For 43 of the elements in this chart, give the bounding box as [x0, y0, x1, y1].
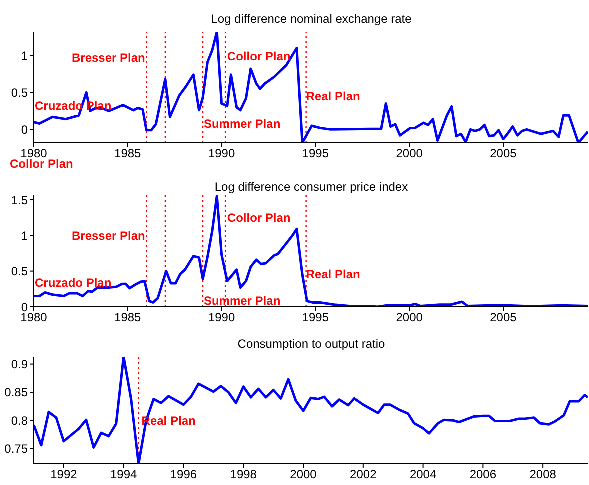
chart-title: Consumption to output ratio: [236, 336, 386, 351]
x-tick-label: 1990: [208, 146, 236, 161]
annotation: Real Plan: [306, 267, 360, 282]
annotation: Real Plan: [306, 90, 360, 104]
x-tick-label: 1990: [208, 310, 236, 325]
chart-title: Log difference consumer price index: [214, 180, 410, 194]
annotation: Collor Plan: [227, 50, 291, 64]
annotation: Bresser Plan: [72, 229, 146, 243]
y-tick-label: 0.5: [11, 86, 28, 100]
y-tick-label: 0.9: [11, 358, 28, 372]
y-tick-label: 1: [21, 228, 28, 243]
y-tick-label: 0: [21, 122, 28, 137]
x-tick-label: 1998: [230, 468, 258, 482]
y-tick-label: 0.5: [11, 264, 28, 279]
x-tick-label: 1985: [114, 146, 142, 161]
annotation: Summer Plan: [204, 294, 281, 308]
y-tick-label: 1: [21, 48, 28, 63]
x-tick-label: 2005: [490, 146, 518, 161]
x-tick-label: 2000: [290, 468, 318, 482]
line-series: [34, 357, 588, 464]
x-tick-label: 2006: [470, 468, 497, 482]
x-tick-label: 2002: [350, 468, 378, 482]
x-tick-label: 2004: [410, 468, 437, 482]
x-tick-label: 2000: [396, 146, 424, 161]
annotation: Cruzado Plan: [35, 276, 112, 290]
x-tick-label: 1994: [110, 468, 138, 482]
x-tick-label: 1996: [170, 468, 198, 482]
x-tick-label: 2008: [530, 468, 557, 482]
y-tick-label: 0.85: [4, 386, 28, 400]
annotation: Bresser Plan: [72, 51, 146, 65]
x-tick-label: 2000: [396, 310, 424, 325]
x-tick-label: 1992: [50, 468, 78, 482]
x-tick-label: 1995: [302, 310, 330, 325]
annotation: Collor Plan: [227, 211, 291, 226]
annotation: Summer Plan: [204, 117, 281, 132]
y-tick-label: 1.5: [11, 193, 28, 208]
x-tick-label: 2005: [490, 310, 518, 325]
text: Collor Plan: [10, 157, 74, 171]
y-tick-label: 0.75: [4, 442, 28, 456]
x-tick-label: 1985: [114, 310, 142, 325]
x-tick-label: 1995: [302, 146, 330, 161]
chart-title: Log difference nominal exchange rate: [210, 11, 413, 26]
y-tick-label: 0.8: [11, 414, 28, 428]
